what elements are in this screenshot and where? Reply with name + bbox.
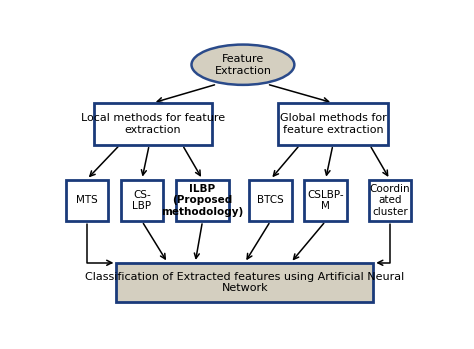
Text: Global methods for
feature extraction: Global methods for feature extraction (280, 113, 386, 135)
Text: MTS: MTS (76, 195, 98, 206)
FancyBboxPatch shape (304, 180, 346, 221)
Text: Local methods for feature
extraction: Local methods for feature extraction (81, 113, 225, 135)
Text: Feature
Extraction: Feature Extraction (214, 54, 272, 75)
FancyBboxPatch shape (369, 180, 411, 221)
Text: ILBP
(Proposed
methodology): ILBP (Proposed methodology) (161, 184, 244, 217)
FancyBboxPatch shape (66, 180, 108, 221)
Text: Coordin
ated
cluster: Coordin ated cluster (370, 184, 410, 217)
Text: Classification of Extracted features using Artificial Neural
Network: Classification of Extracted features usi… (85, 272, 404, 293)
FancyBboxPatch shape (116, 263, 374, 302)
FancyBboxPatch shape (249, 180, 292, 221)
FancyBboxPatch shape (176, 180, 229, 221)
Ellipse shape (191, 45, 294, 85)
FancyBboxPatch shape (278, 103, 388, 145)
Text: BTCS: BTCS (257, 195, 284, 206)
Text: CS-
LBP: CS- LBP (132, 190, 152, 211)
Text: CSLBP-
M: CSLBP- M (307, 190, 344, 211)
FancyBboxPatch shape (121, 180, 163, 221)
FancyBboxPatch shape (94, 103, 212, 145)
